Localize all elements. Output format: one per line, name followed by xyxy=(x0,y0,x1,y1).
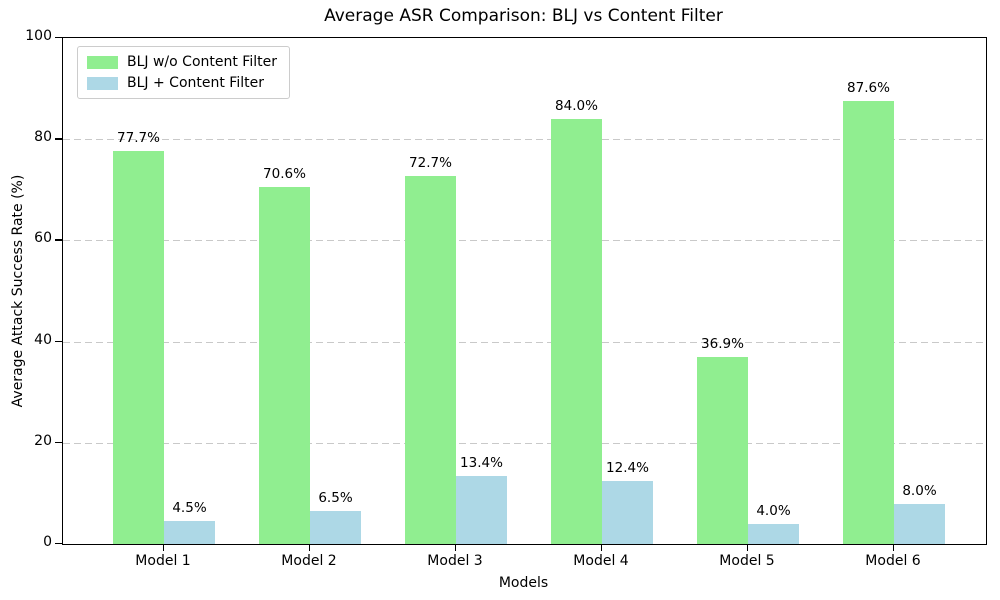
x-tick-label: Model 4 xyxy=(573,553,629,569)
y-tick-mark xyxy=(55,543,62,545)
x-tick-label: Model 6 xyxy=(865,553,921,569)
y-tick-label: 60 xyxy=(34,230,52,247)
x-axis-label: Models xyxy=(498,575,549,591)
y-tick-mark xyxy=(55,340,62,342)
bar-value-label: 70.6% xyxy=(263,165,306,182)
bar-series0-model-3 xyxy=(405,176,456,544)
y-tick-label: 20 xyxy=(34,432,52,449)
bar-value-label: 6.5% xyxy=(318,490,353,507)
x-tick-mark xyxy=(455,544,457,551)
legend-item: BLJ w/o Content Filter xyxy=(87,54,277,70)
y-tick-mark xyxy=(55,441,62,444)
bar-value-label: 4.0% xyxy=(756,502,791,519)
y-tick-label: 40 xyxy=(34,331,52,348)
legend-item: BLJ + Content Filter xyxy=(87,75,277,91)
bar-series0-model-5 xyxy=(697,357,748,544)
y-tick-mark xyxy=(55,138,62,140)
chart-legend: BLJ w/o Content Filter BLJ + Content Filt… xyxy=(77,46,290,99)
x-tick-label: Model 3 xyxy=(427,553,483,569)
bar-value-label: 77.7% xyxy=(117,129,160,146)
bar-value-label: 87.6% xyxy=(847,79,890,96)
bar-series0-model-4 xyxy=(551,118,602,544)
gridline xyxy=(63,139,986,141)
gridline xyxy=(63,341,986,343)
bar-series0-model-2 xyxy=(259,186,310,544)
gridline xyxy=(63,442,986,444)
bar-series1-model-2 xyxy=(310,511,361,544)
plot-area: BLJ w/o Content Filter BLJ + Content Filt… xyxy=(62,37,987,545)
bar-value-label: 8.0% xyxy=(902,482,937,499)
chart-title: Average ASR Comparison: BLJ vs Content F… xyxy=(324,6,723,26)
y-tick-mark xyxy=(55,37,62,39)
x-tick-label: Model 2 xyxy=(281,553,337,569)
y-tick-label: 100 xyxy=(25,28,52,44)
legend-swatch-series1 xyxy=(87,76,118,90)
bar-value-label: 36.9% xyxy=(701,336,744,353)
x-tick-mark xyxy=(601,544,603,551)
bar-series1-model-5 xyxy=(748,523,799,544)
bar-value-label: 4.5% xyxy=(172,500,207,517)
gridline xyxy=(63,240,986,242)
legend-label: BLJ + Content Filter xyxy=(127,75,264,91)
bar-value-label: 12.4% xyxy=(606,460,649,477)
x-tick-mark xyxy=(747,544,749,551)
x-tick-label: Model 5 xyxy=(719,553,775,569)
y-tick-mark xyxy=(55,239,62,241)
legend-label: BLJ w/o Content Filter xyxy=(127,54,277,70)
y-axis-label: Average Attack Success Rate (%) xyxy=(10,174,26,408)
bar-series1-model-4 xyxy=(602,481,653,544)
x-tick-mark xyxy=(163,544,165,551)
bar-series1-model-6 xyxy=(894,503,945,544)
x-tick-mark xyxy=(893,544,895,551)
y-tick-label: 80 xyxy=(34,129,52,146)
x-tick-label: Model 1 xyxy=(135,553,191,569)
bar-value-label: 13.4% xyxy=(460,455,503,472)
x-tick-mark xyxy=(309,544,311,551)
bar-series0-model-6 xyxy=(843,100,894,544)
bar-series0-model-1 xyxy=(113,150,164,544)
bar-series1-model-3 xyxy=(456,476,507,544)
y-tick-label: 0 xyxy=(43,534,52,550)
bar-value-label: 84.0% xyxy=(555,97,598,114)
bar-value-label: 72.7% xyxy=(409,155,452,172)
legend-swatch-series0 xyxy=(87,55,118,69)
bar-series1-model-1 xyxy=(164,521,215,544)
